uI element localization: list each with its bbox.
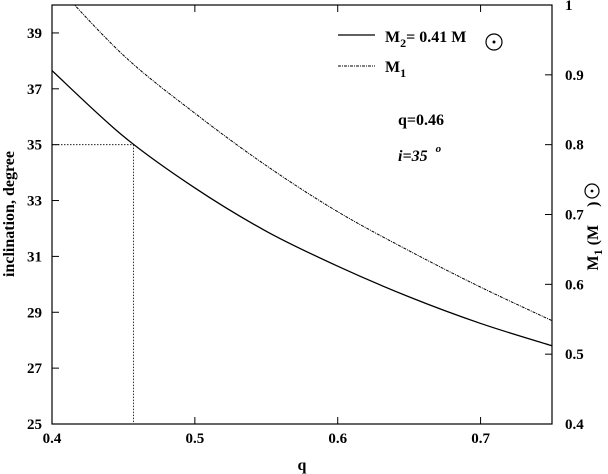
y-right-tick-label: 1 [565, 0, 573, 14]
x-tick-label: 0.4 [43, 431, 62, 447]
y-left-tick-label: 27 [27, 361, 43, 377]
x-tick-label: 0.6 [328, 431, 347, 447]
y-left-tick-label: 33 [27, 194, 42, 210]
sun-symbol-icon [584, 183, 600, 199]
y-left-tick-label: 25 [27, 417, 42, 433]
y-right-tick-label: 0.8 [565, 138, 584, 154]
y-left-tick-label: 31 [27, 249, 42, 265]
x-axis-label: q [298, 457, 307, 474]
plot-frame [51, 4, 553, 425]
y-left-tick-label: 35 [27, 138, 42, 154]
y-right-tick-label: 0.7 [565, 208, 584, 224]
legend-label-m1: M1 [385, 59, 406, 80]
y-left-tick-label: 29 [27, 305, 42, 321]
legend: M2= 0.41 M M1 [338, 29, 503, 80]
y-axis-label-left: inclination, degree [1, 151, 18, 277]
y-left-tick-label: 37 [27, 82, 43, 98]
series-line-m2-inclination [52, 70, 552, 347]
y-right-tick-label: 0.9 [565, 68, 584, 84]
sun-symbol-icon [485, 33, 503, 51]
legend-label-m2: M2= 0.41 M [385, 29, 466, 50]
y-right-tick-label: 0.6 [565, 277, 584, 293]
svg-text:M1(M): M1(M) [585, 202, 605, 271]
annotation-q: q=0.46 [398, 112, 444, 129]
y-right-tick-label: 0.4 [565, 417, 584, 433]
y-right-tick-label: 0.5 [565, 347, 584, 363]
y-left-tick-label: 39 [27, 26, 42, 42]
annotation-inclination: i=35 o [398, 143, 442, 165]
y-axis-label-right: M1(M) [584, 183, 605, 271]
x-tick-label: 0.5 [185, 431, 204, 447]
plot-area: 0.4 0.5 0.6 0.7 25 27 29 31 33 35 37 39 0.4 0.5 0.6 0.7… [27, 0, 584, 447]
x-tick-label: 0.7 [471, 431, 490, 447]
series-line-m1 [73, 5, 552, 322]
